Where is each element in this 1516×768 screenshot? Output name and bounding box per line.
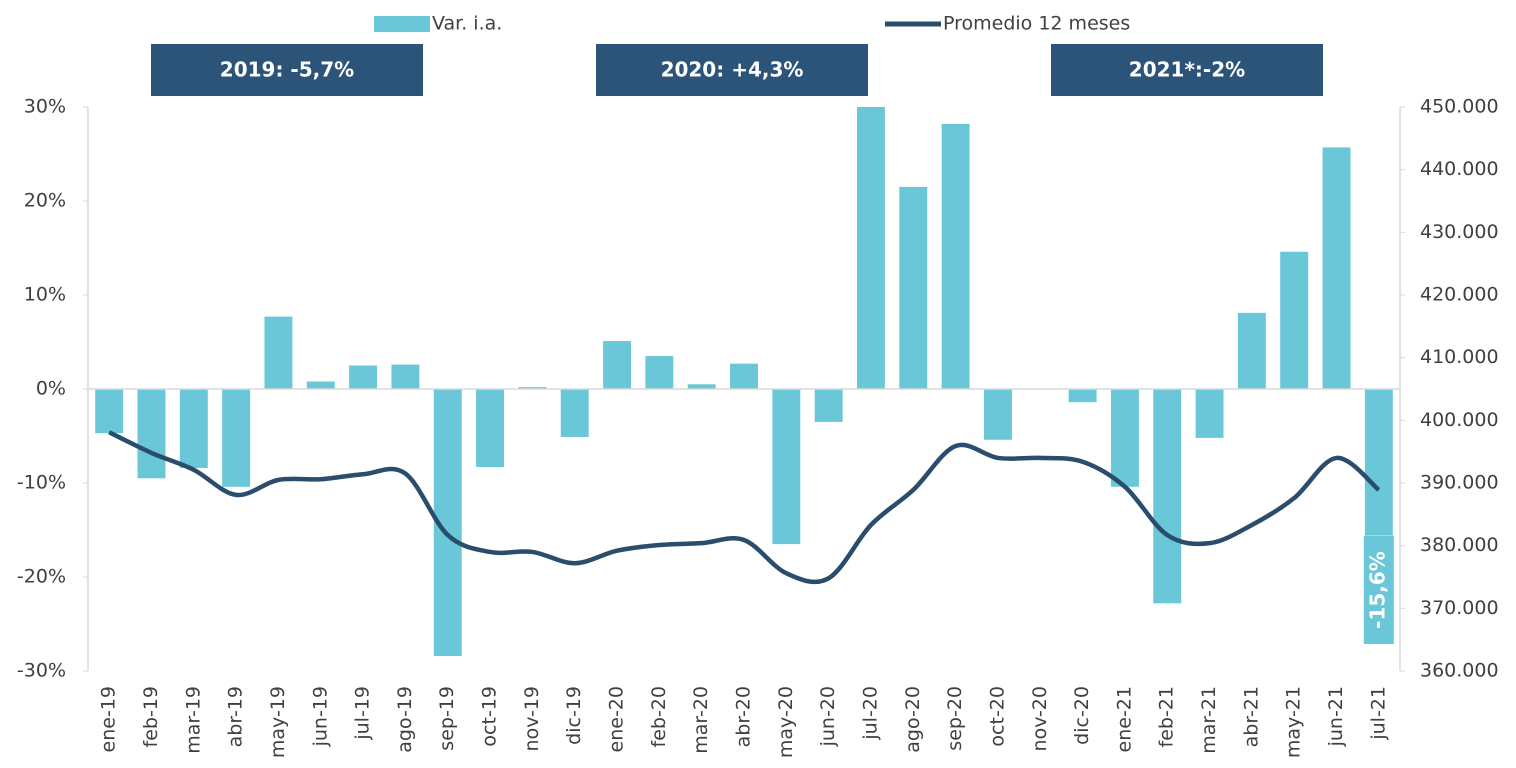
- x-tick-label: sep-19: [436, 686, 458, 751]
- y-tick-label: -20%: [17, 566, 66, 588]
- y2-tick-label: 380.000: [1420, 534, 1499, 556]
- bar: [518, 387, 547, 389]
- bar: [1110, 389, 1139, 487]
- bar: [1237, 312, 1266, 389]
- bar: [772, 389, 801, 545]
- annotation: 2020: +4,3%: [661, 58, 804, 82]
- bar: [730, 363, 758, 389]
- legend-label: Var. i.a.: [432, 13, 502, 35]
- legend-swatch: [374, 16, 430, 32]
- bar: [179, 389, 208, 468]
- bar: [95, 389, 124, 434]
- y2-tick-label: 390.000: [1420, 472, 1499, 494]
- y-tick-label: -30%: [17, 660, 66, 682]
- x-tick-label: jul-21: [1367, 686, 1389, 741]
- x-tick-label: abr-20: [733, 686, 755, 747]
- annotation-box: [1051, 44, 1323, 96]
- y2-tick-label: 410.000: [1420, 346, 1499, 368]
- y2-tick-label: 450.000: [1420, 96, 1499, 118]
- bar: [1153, 389, 1182, 604]
- bar: [137, 389, 166, 479]
- y2-tick-label: 400.000: [1420, 409, 1499, 431]
- x-tick-label: ene-19: [98, 686, 120, 752]
- y2-tick-label: 360.000: [1420, 660, 1499, 682]
- annotation-box: [596, 44, 868, 96]
- x-tick-label: ene-21: [1113, 686, 1135, 752]
- x-tick-label: sep-20: [944, 686, 966, 751]
- x-tick-label: feb-19: [140, 686, 162, 747]
- x-tick-label: oct-20: [986, 686, 1008, 747]
- x-tick-label: abr-19: [225, 686, 247, 747]
- bar: [941, 123, 970, 390]
- bar: [391, 364, 420, 389]
- x-tick-label: dic-19: [563, 686, 585, 745]
- x-tick-label: oct-19: [479, 686, 501, 747]
- bar: [306, 381, 335, 389]
- bar: [1195, 389, 1224, 438]
- y-tick-label: -10%: [17, 472, 66, 494]
- bar: [349, 365, 378, 389]
- y-tick-label: 20%: [24, 190, 66, 212]
- x-tick-label: ene-20: [606, 686, 628, 752]
- y-tick-label: 10%: [24, 284, 66, 306]
- x-tick-label: nov-20: [1029, 686, 1051, 751]
- x-tick-label: ago-19: [394, 686, 416, 753]
- x-tick-label: ago-20: [902, 686, 924, 753]
- y-tick-label: 0%: [36, 378, 66, 400]
- bar: [1280, 251, 1309, 389]
- bar: [264, 316, 293, 389]
- x-tick-label: jun-20: [817, 686, 839, 747]
- data-label: -15,6%: [1365, 551, 1389, 629]
- annotation: 2019: -5,7%: [220, 58, 354, 82]
- x-tick-label: may-21: [1283, 686, 1305, 758]
- annotation: 2021*:-2%: [1129, 58, 1245, 82]
- bar: [1322, 147, 1351, 389]
- x-tick-label: dic-20: [1071, 686, 1093, 745]
- bar: [687, 384, 716, 389]
- x-tick-label: jul-20: [859, 686, 881, 741]
- x-tick-label: jul-19: [352, 686, 374, 741]
- bar: [983, 389, 1012, 440]
- bar: [645, 356, 674, 389]
- y2-tick-label: 420.000: [1420, 284, 1499, 306]
- x-tick-label: mar-20: [690, 686, 712, 754]
- bar: [222, 389, 251, 487]
- bar: [814, 389, 843, 422]
- y2-tick-label: 430.000: [1420, 221, 1499, 243]
- line: [108, 430, 1381, 585]
- x-tick-label: jun-21: [1325, 686, 1347, 747]
- bar: [899, 186, 928, 389]
- annotation-box: [151, 44, 423, 96]
- x-tick-label: jun-19: [309, 686, 331, 747]
- bar: [476, 389, 505, 468]
- x-tick-label: mar-21: [1198, 686, 1220, 754]
- bar: [603, 341, 631, 389]
- bar: [1068, 389, 1097, 403]
- bar: [857, 107, 885, 389]
- y2-tick-label: 440.000: [1420, 158, 1499, 180]
- x-tick-label: mar-19: [182, 686, 204, 754]
- y2-tick-label: 370.000: [1420, 597, 1499, 619]
- y-tick-label: 30%: [24, 96, 66, 118]
- bar: [1364, 389, 1393, 536]
- data-label-box: [1363, 536, 1394, 644]
- x-tick-label: nov-19: [521, 686, 543, 751]
- legend-label: Promedio 12 meses: [943, 13, 1130, 35]
- bar: [560, 389, 589, 437]
- x-tick-label: feb-21: [1156, 686, 1178, 747]
- x-tick-label: abr-21: [1240, 686, 1262, 747]
- x-tick-label: may-20: [775, 686, 797, 758]
- x-tick-label: feb-20: [648, 686, 670, 747]
- x-tick-label: may-19: [267, 686, 289, 758]
